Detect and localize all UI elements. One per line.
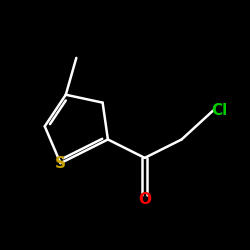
Text: Cl: Cl	[212, 103, 228, 118]
Text: O: O	[138, 192, 151, 208]
Text: S: S	[55, 156, 66, 171]
